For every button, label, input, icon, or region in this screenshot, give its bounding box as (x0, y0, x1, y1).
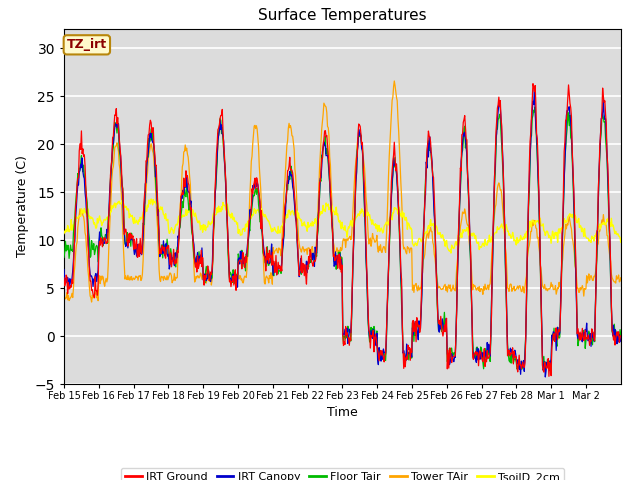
Title: Surface Temperatures: Surface Temperatures (258, 9, 427, 24)
Legend: IRT Ground, IRT Canopy, Floor Tair, Tower TAir, TsoilD_2cm: IRT Ground, IRT Canopy, Floor Tair, Towe… (120, 468, 564, 480)
Text: TZ_irt: TZ_irt (67, 38, 107, 51)
X-axis label: Time: Time (327, 407, 358, 420)
Y-axis label: Temperature (C): Temperature (C) (16, 156, 29, 257)
